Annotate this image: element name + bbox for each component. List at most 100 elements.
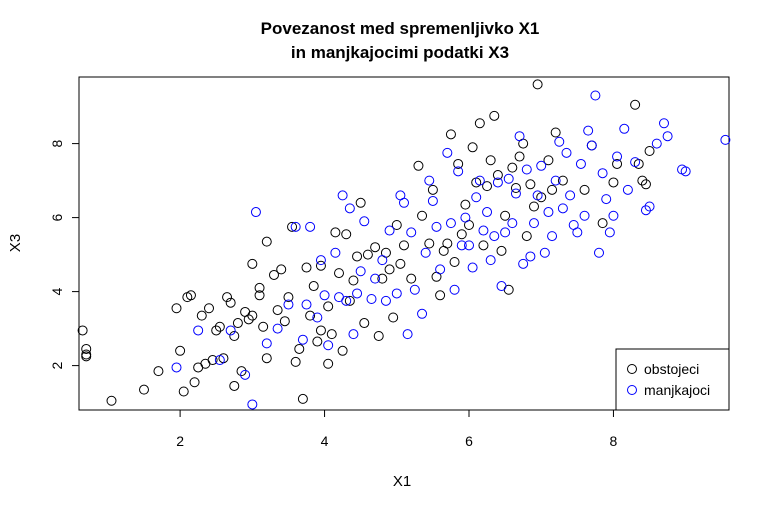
point-obstojeci	[330, 227, 341, 238]
point-manjkajoci	[305, 221, 316, 232]
point-manjkajoci	[557, 203, 568, 214]
point-manjkajoci	[417, 308, 428, 319]
point-obstojeci	[308, 281, 319, 292]
x-tick-label: 4	[321, 433, 329, 449]
point-obstojeci	[81, 343, 92, 354]
x-tick-label: 6	[465, 433, 473, 449]
point-manjkajoci	[518, 258, 529, 269]
point-manjkajoci	[250, 207, 261, 218]
point-manjkajoci	[319, 290, 330, 301]
point-manjkajoci	[565, 190, 576, 201]
point-manjkajoci	[171, 362, 182, 373]
point-manjkajoci	[323, 340, 334, 351]
point-obstojeci	[315, 325, 326, 336]
point-obstojeci	[427, 184, 438, 195]
point-manjkajoci	[619, 123, 630, 134]
point-manjkajoci	[622, 184, 633, 195]
point-obstojeci	[290, 356, 301, 367]
point-manjkajoci	[521, 164, 532, 175]
point-obstojeci	[305, 310, 316, 321]
point-manjkajoci	[583, 125, 594, 136]
point-obstojeci	[612, 158, 623, 169]
point-obstojeci	[171, 303, 182, 314]
point-manjkajoci	[482, 207, 493, 218]
point-obstojeci	[460, 199, 471, 210]
point-manjkajoci	[489, 231, 500, 242]
point-manjkajoci	[492, 177, 503, 188]
point-obstojeci	[153, 366, 164, 377]
point-obstojeci	[229, 331, 240, 341]
point-manjkajoci	[312, 312, 323, 323]
point-obstojeci	[229, 380, 240, 391]
point-obstojeci	[258, 321, 269, 332]
point-manjkajoci	[377, 255, 388, 266]
point-obstojeci	[445, 129, 456, 140]
point-obstojeci	[525, 179, 536, 190]
point-manjkajoci	[337, 190, 348, 201]
point-manjkajoci	[453, 166, 464, 177]
legend-label-obstojeci: obstojeci	[644, 361, 699, 377]
point-manjkajoci	[214, 355, 225, 366]
chart-title-line1: Povezanost med spremenljivko X1	[261, 19, 540, 38]
legend-box	[615, 348, 730, 411]
point-manjkajoci	[380, 295, 391, 306]
point-obstojeci	[236, 366, 247, 377]
point-manjkajoci	[651, 138, 662, 149]
point-manjkajoci	[561, 147, 572, 158]
point-obstojeci	[81, 349, 92, 360]
point-obstojeci	[482, 181, 493, 192]
point-obstojeci	[232, 318, 243, 329]
point-manjkajoci	[586, 140, 597, 151]
point-manjkajoci	[370, 273, 381, 284]
point-manjkajoci	[341, 295, 352, 306]
point-manjkajoci	[539, 247, 550, 258]
point-manjkajoci	[659, 118, 669, 129]
point-manjkajoci	[680, 166, 691, 177]
point-obstojeci	[283, 292, 294, 303]
point-manjkajoci	[594, 247, 604, 258]
point-manjkajoci	[406, 227, 417, 238]
point-manjkajoci	[399, 197, 409, 208]
point-obstojeci	[225, 297, 236, 308]
point-obstojeci	[489, 110, 500, 121]
point-manjkajoci	[597, 168, 608, 179]
y-tick-label: 4	[49, 287, 65, 295]
point-manjkajoci	[456, 240, 467, 251]
point-manjkajoci	[225, 325, 236, 336]
point-manjkajoci	[427, 195, 438, 206]
point-manjkajoci	[460, 212, 471, 223]
point-obstojeci	[77, 325, 88, 336]
point-manjkajoci	[193, 325, 204, 336]
legend-marker-manjkajoci	[627, 385, 637, 395]
point-obstojeci	[211, 325, 222, 336]
point-obstojeci	[579, 184, 590, 195]
point-manjkajoci	[590, 90, 601, 101]
point-obstojeci	[315, 260, 326, 271]
point-obstojeci	[254, 282, 265, 293]
point-manjkajoci	[272, 323, 283, 334]
point-obstojeci	[222, 292, 233, 303]
point-obstojeci	[214, 321, 225, 332]
point-manjkajoci	[420, 247, 431, 258]
point-obstojeci	[388, 312, 399, 323]
point-obstojeci	[269, 269, 279, 280]
point-manjkajoci	[402, 329, 413, 340]
point-obstojeci	[178, 386, 189, 397]
x-tick-label: 8	[610, 433, 618, 449]
point-manjkajoci	[352, 288, 363, 299]
point-obstojeci	[373, 331, 384, 341]
point-obstojeci	[608, 177, 619, 188]
point-manjkajoci	[543, 207, 554, 218]
y-tick-label: 2	[49, 361, 65, 369]
point-obstojeci	[478, 240, 489, 251]
point-manjkajoci	[550, 175, 561, 186]
point-obstojeci	[543, 155, 554, 166]
point-manjkajoci	[572, 227, 583, 238]
point-manjkajoci	[424, 175, 435, 186]
point-obstojeci	[326, 329, 337, 340]
point-obstojeci	[189, 377, 200, 388]
point-obstojeci	[417, 210, 428, 221]
point-obstojeci	[514, 151, 525, 162]
data-points	[77, 79, 731, 410]
point-obstojeci	[261, 353, 272, 364]
